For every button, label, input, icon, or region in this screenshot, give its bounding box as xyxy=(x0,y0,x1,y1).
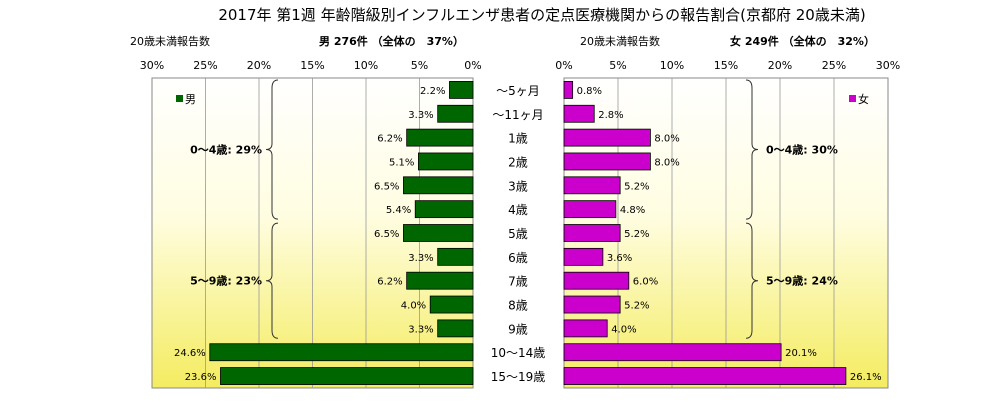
male-value-label: 6.2% xyxy=(377,277,402,288)
male-header-right: 男 276件 （全体の 37%） xyxy=(319,34,464,48)
female-bar xyxy=(563,319,608,338)
female-tick-label: 0% xyxy=(555,59,572,72)
female-bracket xyxy=(745,222,759,339)
female-bar xyxy=(563,200,617,219)
category-label: 15～19歳 xyxy=(491,370,546,384)
category-label: 5歳 xyxy=(508,227,528,241)
female-bracket xyxy=(745,79,759,220)
category-label: 8歳 xyxy=(508,299,528,313)
female-tick-label: 10% xyxy=(660,59,684,72)
male-bracket xyxy=(265,79,279,220)
male-bar xyxy=(418,152,474,171)
male-value-label: 3.3% xyxy=(408,324,433,335)
female-bar xyxy=(563,128,651,147)
male-bar xyxy=(437,319,474,338)
male-bar xyxy=(449,81,474,99)
male-value-label: 2.2% xyxy=(420,86,445,97)
female-value-label: 6.0% xyxy=(633,277,658,288)
female-value-label: 5.2% xyxy=(624,181,649,192)
male-bar xyxy=(437,247,474,266)
male-value-label: 6.2% xyxy=(377,134,402,145)
male-value-label: 3.3% xyxy=(408,253,433,264)
male-bracket xyxy=(265,222,279,339)
male-tick-label: 20% xyxy=(247,59,271,72)
female-legend-label: 女 xyxy=(858,92,869,106)
category-label: ～5ヶ月 xyxy=(496,84,540,98)
female-value-label: 3.6% xyxy=(607,253,632,264)
category-label: ～11ヶ月 xyxy=(492,108,543,122)
male-legend-swatch xyxy=(176,95,183,102)
female-header-left: 20歳未満報告数 xyxy=(580,35,660,48)
male-value-label: 4.0% xyxy=(401,301,426,312)
male-value-label: 5.4% xyxy=(386,205,411,216)
female-legend-swatch xyxy=(849,95,856,102)
male-value-label: 23.6% xyxy=(185,372,217,383)
male-value-label: 6.5% xyxy=(374,229,399,240)
male-tick-label: 15% xyxy=(300,59,324,72)
category-label: 7歳 xyxy=(508,275,528,289)
male-tick-label: 5% xyxy=(411,59,428,72)
category-label: 4歳 xyxy=(508,203,528,217)
male-bar xyxy=(414,200,474,219)
category-label: 1歳 xyxy=(508,132,528,146)
male-bar xyxy=(437,104,474,123)
male-bar xyxy=(403,176,474,195)
female-bar xyxy=(563,367,847,385)
female-header-right: 女 249件 （全体の 32%） xyxy=(730,34,875,48)
female-value-label: 8.0% xyxy=(654,157,679,168)
female-group-annotation: 5～9歳: 24% xyxy=(766,274,838,288)
female-value-label: 5.2% xyxy=(624,229,649,240)
female-value-label: 8.0% xyxy=(654,134,679,145)
female-bar xyxy=(563,224,621,242)
male-legend-label: 男 xyxy=(185,93,196,106)
category-label: 3歳 xyxy=(508,179,528,193)
male-tick-label: 0% xyxy=(464,59,481,72)
female-bar xyxy=(563,81,574,99)
female-tick-label: 30% xyxy=(876,59,900,72)
male-bar xyxy=(406,128,474,147)
female-value-label: 4.8% xyxy=(620,205,645,216)
female-value-label: 20.1% xyxy=(785,348,817,359)
male-tick-label: 30% xyxy=(140,59,164,72)
female-bar xyxy=(563,247,604,266)
category-label: 6歳 xyxy=(508,251,528,265)
male-group-annotation: 5～9歳: 23% xyxy=(190,274,262,288)
category-label: 10～14歳 xyxy=(491,346,546,360)
male-bar xyxy=(220,367,474,385)
male-bar xyxy=(429,295,474,314)
male-value-label: 24.6% xyxy=(174,348,206,359)
male-bar xyxy=(209,343,474,362)
female-tick-label: 15% xyxy=(714,59,738,72)
male-bar xyxy=(403,224,474,242)
category-label: 9歳 xyxy=(508,322,528,336)
female-bar xyxy=(563,295,621,314)
female-bar xyxy=(563,343,782,362)
male-bar xyxy=(406,271,474,290)
female-group-annotation: 0～4歳: 30% xyxy=(766,143,838,157)
female-bar xyxy=(563,271,630,290)
female-value-label: 5.2% xyxy=(624,301,649,312)
male-value-label: 3.3% xyxy=(408,110,433,121)
male-tick-label: 10% xyxy=(354,59,378,72)
male-header-left: 20歳未満報告数 xyxy=(130,35,210,48)
female-tick-label: 20% xyxy=(768,59,792,72)
female-tick-label: 5% xyxy=(609,59,626,72)
female-value-label: 2.8% xyxy=(598,110,623,121)
category-label: 2歳 xyxy=(508,155,528,169)
female-bar xyxy=(563,152,651,171)
female-bar xyxy=(563,104,595,123)
male-value-label: 5.1% xyxy=(389,157,414,168)
female-value-label: 0.8% xyxy=(577,86,602,97)
chart-title: 2017年 第1週 年齢階級別インフルエンザ患者の定点医療機関からの報告割合(京… xyxy=(218,6,865,24)
female-value-label: 26.1% xyxy=(850,372,882,383)
female-value-label: 4.0% xyxy=(611,324,636,335)
male-value-label: 6.5% xyxy=(374,181,399,192)
female-bar xyxy=(563,176,621,195)
male-group-annotation: 0～4歳: 29% xyxy=(190,143,262,157)
female-tick-label: 25% xyxy=(822,59,846,72)
male-tick-label: 25% xyxy=(193,59,217,72)
